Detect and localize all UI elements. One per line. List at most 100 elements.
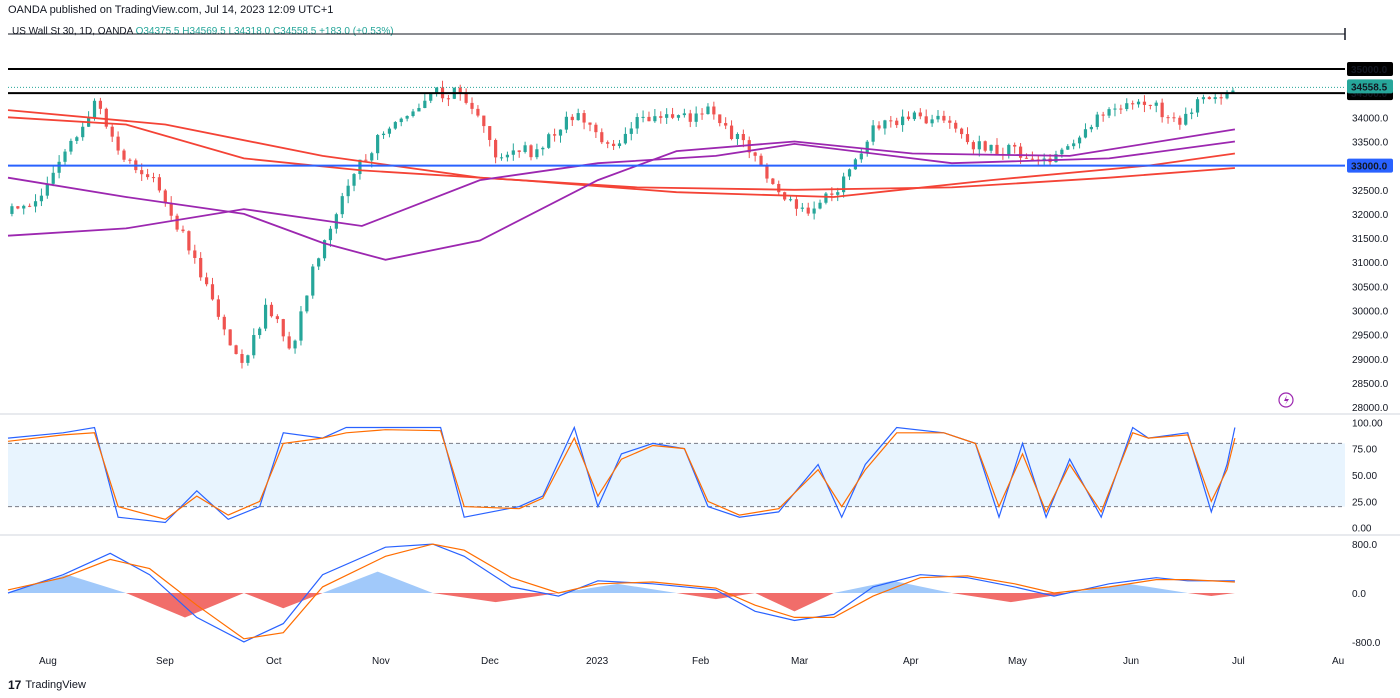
candle-body (1125, 103, 1129, 110)
high-value: H34569.5 (182, 26, 226, 37)
candle-body (600, 132, 604, 143)
macd-tick-label: 800.0 (1352, 540, 1377, 551)
candle-body (193, 250, 197, 258)
candle-body (464, 93, 468, 103)
tradingview-logo: 17 (8, 678, 22, 692)
candle-body (81, 126, 85, 138)
candle-body (299, 311, 303, 341)
candle-body (582, 113, 586, 123)
candle-body (588, 122, 592, 125)
x-axis-label: Sep (156, 656, 174, 667)
candle-body (753, 152, 757, 156)
candle-body (287, 336, 291, 349)
candle-body (818, 202, 822, 209)
candle-body (912, 112, 917, 120)
candle-body (228, 329, 232, 346)
candle-body (216, 299, 220, 317)
last-price-label: 34558.5 (1351, 82, 1388, 93)
candle-body (995, 144, 999, 154)
x-axis-label: May (1008, 656, 1027, 667)
candle-body (22, 205, 26, 209)
candle-body (552, 134, 557, 136)
candle-body (1072, 143, 1076, 147)
candle-body (75, 137, 79, 141)
macd-tick-label: 0.0 (1352, 589, 1366, 600)
candle-body (688, 113, 692, 122)
candle-body (541, 147, 545, 150)
candle-body (830, 193, 834, 195)
candle-body (1219, 97, 1223, 99)
candle-body (263, 304, 268, 329)
candle-body (606, 142, 610, 144)
x-axis-label: Jul (1232, 656, 1245, 667)
candle-body (1148, 104, 1152, 106)
candle-body (1083, 129, 1088, 138)
candle-body (983, 141, 987, 151)
candle-body (847, 169, 852, 177)
candle-body (1131, 103, 1135, 105)
level-label-33000: 33000.0 (1351, 162, 1388, 173)
candle-body (718, 114, 722, 124)
macd-histogram-bar (676, 593, 756, 600)
candle-body (1060, 149, 1064, 155)
candle-body (1142, 101, 1147, 105)
candle-body (670, 114, 675, 118)
candle-body (435, 87, 439, 94)
candle-body (989, 144, 993, 151)
price-tick-label: 28000.0 (1352, 403, 1389, 414)
candle-body (311, 266, 315, 296)
candle-body (57, 161, 61, 173)
candle-body (482, 115, 486, 127)
candle-body (771, 178, 775, 184)
lightning-icon (1278, 392, 1294, 408)
candle-body (28, 205, 32, 207)
candle-body (977, 141, 981, 150)
candle-body (824, 193, 828, 203)
candle-body (1024, 157, 1029, 159)
price-tick-label: 31500.0 (1352, 234, 1389, 245)
candle-body (340, 196, 344, 215)
candle-body (558, 129, 563, 136)
macd-histogram-bar (755, 593, 834, 612)
candle-body (1066, 146, 1070, 150)
candle-body (293, 340, 297, 349)
candle-body (140, 170, 144, 175)
level-label-box-33000 (1347, 158, 1393, 173)
macd-histogram-bar (951, 593, 1070, 603)
candle-body (877, 125, 881, 129)
macd-histogram-bar (833, 580, 952, 593)
candle-body (576, 113, 580, 121)
price-tick-label: 29000.0 (1352, 355, 1389, 366)
price-tick-label: 32500.0 (1352, 186, 1389, 197)
candle-body (883, 120, 887, 129)
candle-body (918, 112, 922, 117)
candle-body (765, 165, 769, 179)
candle-body (364, 159, 368, 161)
last-price-label-box (1347, 79, 1393, 94)
candle-body (305, 295, 309, 312)
candle-body (777, 183, 781, 193)
tradingview-brand: 17 TradingView (8, 678, 86, 692)
candle-body (747, 140, 751, 153)
candle-body (700, 113, 704, 115)
candle-body (735, 134, 740, 140)
candle-body (240, 354, 244, 363)
candle-body (1178, 117, 1182, 125)
candle-body (635, 116, 639, 129)
candle-body (517, 150, 521, 152)
candle-body (629, 128, 633, 134)
candle-body (906, 116, 911, 120)
candle-body (564, 116, 568, 130)
candle-body (741, 134, 745, 141)
candle-body (901, 116, 905, 126)
candle-body (954, 122, 958, 129)
candle-body (358, 159, 362, 175)
candle-body (942, 115, 946, 121)
candle-body (210, 284, 215, 300)
candle-body (1166, 117, 1170, 119)
macd-histogram-bar (1069, 583, 1188, 593)
candle-body (759, 155, 763, 166)
candle-body (405, 116, 409, 119)
candle-body (458, 87, 462, 94)
